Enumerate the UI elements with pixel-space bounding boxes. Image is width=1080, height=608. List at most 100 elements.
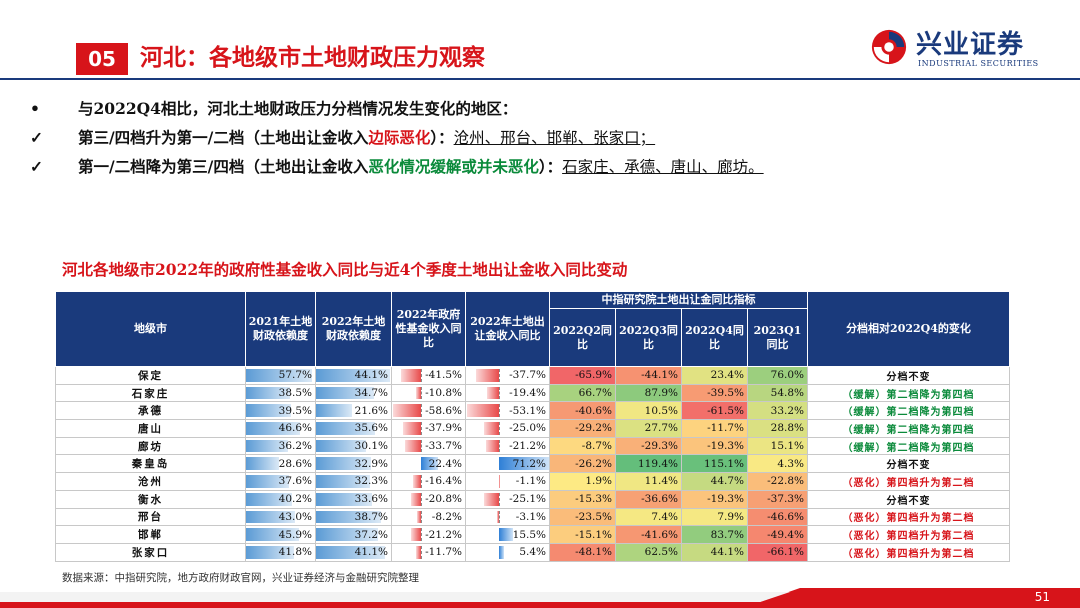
table-title: 河北各地级市2022年的政府性基金收入同比与近4个季度土地出让金收入同比变动 — [62, 260, 628, 279]
q22q3-cell: 11.4% — [615, 472, 682, 491]
header-q22q2: 2022Q2同比 — [549, 308, 616, 367]
header-change: 分档相对2022Q4的变化 — [807, 291, 1010, 367]
fund2022-cell-value: -20.8% — [425, 493, 462, 506]
dep2021-cell-value: 41.8% — [278, 546, 312, 559]
dep2021-cell-bar — [246, 510, 296, 524]
land2022-cell-axis — [499, 475, 501, 488]
dep2022-cell-bar — [316, 422, 376, 435]
land2022-cell-bar — [476, 369, 500, 382]
dep2021-cell-value: 45.9% — [278, 528, 312, 541]
q22q4-cell: 115.1% — [681, 454, 748, 474]
logo-text-cn: 兴业证券 — [916, 30, 1025, 60]
dep2022-cell: 44.1% — [315, 366, 392, 385]
q23q1-cell: 54.8% — [747, 383, 808, 403]
fund2022-cell-value: -58.6% — [425, 404, 462, 417]
fund2022-cell-bar — [415, 386, 422, 400]
header-fund2022: 2022年政府性基金收入同比 — [391, 291, 466, 367]
q22q4-cell: -39.5% — [681, 383, 748, 403]
header-city: 地级市 — [55, 291, 246, 367]
dep2022-cell-bar — [316, 404, 352, 418]
q23q1-cell: -66.1% — [747, 542, 808, 562]
logo-text-en: INDUSTRIAL SECURITIES — [918, 59, 1039, 68]
city-cell: 保定 — [55, 366, 246, 385]
land2022-cell: 15.5% — [465, 525, 550, 544]
dep2022-cell: 33.6% — [315, 489, 392, 509]
q23q1-cell: -49.4% — [747, 525, 808, 544]
bullet-line: ✓ 第一/二档降为第三/四档（土地出让金收入恶化情况缓解或并未恶化）：石家庄、承… — [30, 152, 1050, 181]
dep2021-cell-bar — [246, 475, 290, 488]
fund2022-cell-value: -37.9% — [425, 422, 462, 435]
land2022-cell: 71.2% — [465, 454, 550, 474]
dep2021-cell-bar — [246, 528, 299, 541]
bullet-highlight: 边际恶化 — [368, 128, 431, 147]
table-row: 石家庄 38.5% 34.7% -10.8% -19.4% 66.7% 87.9% -39.5… — [55, 383, 1010, 403]
city-cell: 廊坊 — [55, 436, 246, 456]
dep2021-cell-value: 40.2% — [278, 493, 312, 506]
company-logo: 兴业证券 INDUSTRIAL SECURITIES — [870, 26, 1060, 74]
header-q22q3: 2022Q3同比 — [615, 308, 682, 367]
fund2022-cell-value: -21.2% — [425, 528, 462, 541]
q22q4-cell: 44.7% — [681, 472, 748, 491]
land2022-cell: -21.2% — [465, 436, 550, 456]
fund2022-cell: -33.7% — [391, 436, 466, 456]
fund2022-cell-value: -8.2% — [431, 510, 462, 523]
land2022-cell-value: -25.0% — [509, 422, 546, 435]
header-q22q4: 2022Q4同比 — [681, 308, 748, 367]
q22q2-cell: -15.1% — [549, 525, 616, 544]
dep2021-cell-bar — [246, 457, 279, 471]
table-row: 沧州 37.6% 32.3% -16.4% -1.1% 1.9% 11.4% 44.7% -22… — [55, 472, 1010, 491]
land2022-cell-value: 15.5% — [512, 528, 546, 541]
table-row: 邯郸 45.9% 37.2% -21.2% 15.5% -15.1% -41.6% 83.7%… — [55, 525, 1010, 544]
logo-mark-icon — [871, 29, 907, 65]
table-row: 衡水 40.2% 33.6% -20.8% -25.1% -15.3% -36.6% -19.… — [55, 489, 1010, 509]
q22q2-cell: -26.2% — [549, 454, 616, 474]
dep2022-cell-value: 30.1% — [354, 440, 388, 453]
city-cell: 张家口 — [55, 542, 246, 562]
tier-change-cell: （缓解）第二档降为第四档 — [807, 383, 1010, 403]
table-row: 廊坊 36.2% 30.1% -33.7% -21.2% -8.7% -29.3% -19.3… — [55, 436, 1010, 456]
fund2022-cell-value: -33.7% — [425, 440, 462, 453]
bullet-highlight: 恶化情况缓解或并未恶化 — [368, 157, 539, 176]
fund2022-cell: -16.4% — [391, 472, 466, 491]
bullet-mid: ）： — [538, 157, 563, 176]
tier-change-cell: （缓解）第二档降为第四档 — [807, 419, 1010, 438]
q23q1-cell: 33.2% — [747, 401, 808, 421]
q23q1-cell: 15.1% — [747, 436, 808, 456]
section-number-badge: 05 — [76, 43, 128, 75]
land2022-cell: -1.1% — [465, 472, 550, 491]
q22q4-cell: -11.7% — [681, 419, 748, 438]
city-cell: 承德 — [55, 401, 246, 421]
dep2022-cell-bar — [316, 475, 370, 488]
city-cell: 邢台 — [55, 507, 246, 527]
dep2022-cell-bar — [316, 510, 381, 524]
dep2021-cell: 45.9% — [245, 525, 316, 544]
land2022-cell-axis — [499, 510, 501, 524]
dep2021-cell-bar — [246, 492, 293, 506]
land2022-cell-axis — [499, 369, 501, 382]
dep2022-cell-bar — [316, 545, 385, 559]
q22q3-cell: 62.5% — [615, 542, 682, 562]
tier-change-cell: （恶化）第四档升为第二档 — [807, 542, 1010, 562]
bullet-prefix: 第三/四档升为第一/二档（土地出让金收入 — [78, 128, 369, 147]
dep2021-cell: 46.6% — [245, 419, 316, 438]
fund2022-cell-axis — [421, 528, 423, 541]
land2022-cell-value: 71.2% — [512, 457, 546, 470]
table-body: 保定 57.7% 44.1% -41.5% -37.7% -65.9% -44.1% 23.4… — [55, 366, 1010, 562]
q22q2-cell: 1.9% — [549, 472, 616, 491]
header: 05 河北：各地级市土地财政压力观察 兴业证券 INDUSTRIAL SECUR… — [0, 0, 1080, 80]
source-note: 数据来源：中指研究院，地方政府财政官网，兴业证券经济与金融研究院整理 — [62, 572, 419, 584]
dep2022-cell: 21.6% — [315, 401, 392, 421]
header-q23q1: 2023Q1同比 — [747, 308, 808, 367]
bullet-line: • 与2022Q4相比，河北土地财政压力分档情况发生变化的地区： — [30, 94, 1050, 123]
dep2021-cell: 57.7% — [245, 366, 316, 385]
dep2021-cell: 38.5% — [245, 383, 316, 403]
q22q3-cell: 10.5% — [615, 401, 682, 421]
dep2022-cell-value: 38.7% — [354, 510, 388, 523]
dep2021-cell: 41.8% — [245, 542, 316, 562]
land2022-cell-value: -21.2% — [509, 440, 546, 453]
fund2022-cell-axis — [421, 369, 423, 382]
q23q1-cell: 28.8% — [747, 419, 808, 438]
fund2022-cell: 22.4% — [391, 454, 466, 474]
dep2021-cell: 36.2% — [245, 436, 316, 456]
dep2022-cell-bar — [316, 439, 367, 453]
